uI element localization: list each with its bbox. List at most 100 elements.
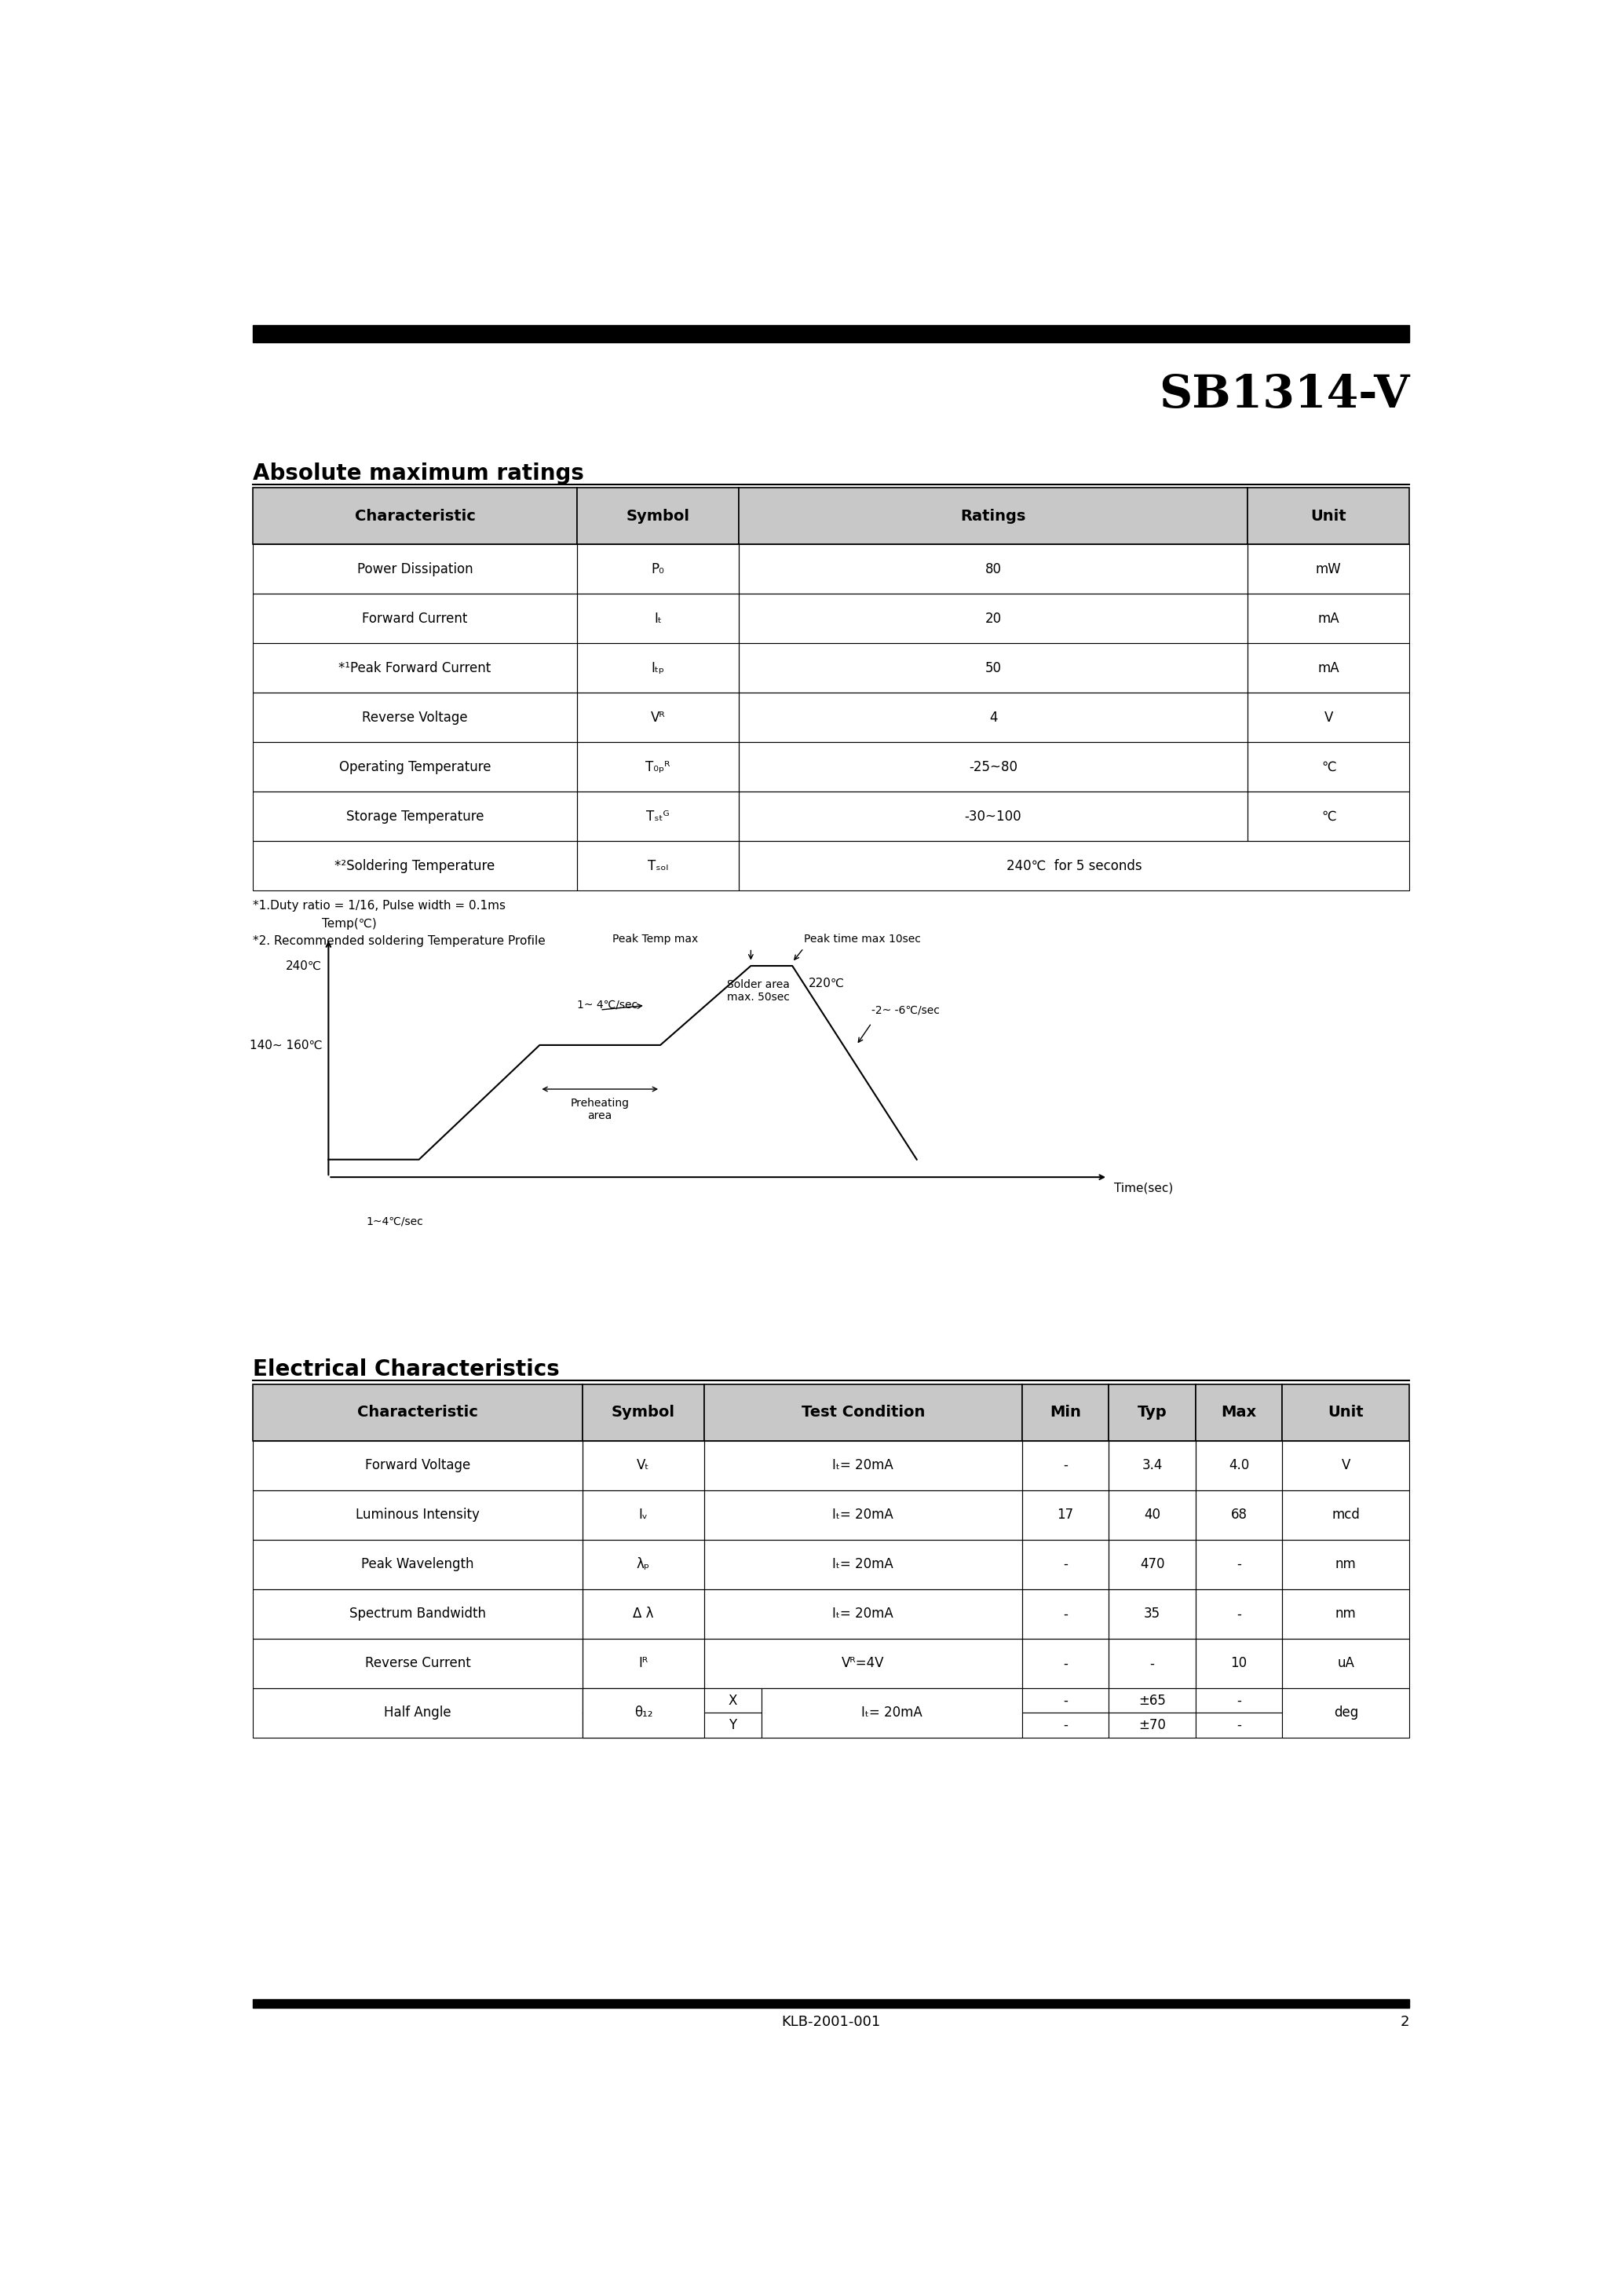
Bar bbox=[704, 1639, 1022, 1688]
Text: Iₜ= 20mA: Iₜ= 20mA bbox=[832, 1557, 894, 1570]
Text: 3.4: 3.4 bbox=[1142, 1458, 1163, 1472]
Text: 2: 2 bbox=[1400, 2016, 1410, 2030]
Text: Tₛₒₗ: Tₛₒₗ bbox=[647, 859, 668, 872]
Text: Unit: Unit bbox=[1311, 507, 1346, 523]
Bar bbox=[1109, 1589, 1195, 1639]
Text: -: - bbox=[1062, 1557, 1067, 1570]
Text: Symbol: Symbol bbox=[611, 1405, 675, 1419]
Bar bbox=[253, 595, 577, 643]
Bar bbox=[704, 1688, 761, 1713]
Bar bbox=[577, 595, 738, 643]
Bar bbox=[1283, 1440, 1410, 1490]
Text: X: X bbox=[858, 1694, 868, 1708]
Bar bbox=[577, 840, 738, 891]
Bar bbox=[1195, 1541, 1283, 1589]
Bar bbox=[577, 643, 738, 693]
Bar bbox=[1109, 1490, 1195, 1541]
Bar bbox=[1022, 1384, 1109, 1440]
Bar bbox=[1247, 487, 1410, 544]
Bar bbox=[1195, 1688, 1283, 1713]
Bar bbox=[577, 487, 738, 544]
Text: Typ: Typ bbox=[1137, 1405, 1166, 1419]
Text: *²Soldering Temperature: *²Soldering Temperature bbox=[334, 859, 495, 872]
Bar bbox=[1195, 1639, 1283, 1688]
Text: ℃: ℃ bbox=[1322, 810, 1337, 824]
Bar bbox=[1109, 1384, 1195, 1440]
Text: Symbol: Symbol bbox=[626, 507, 689, 523]
Bar bbox=[253, 1490, 582, 1541]
Text: Temp(℃): Temp(℃) bbox=[323, 918, 376, 930]
Text: nm: nm bbox=[1335, 1607, 1356, 1621]
Text: Electrical Characteristics: Electrical Characteristics bbox=[253, 1359, 560, 1380]
Bar bbox=[582, 1639, 704, 1688]
Bar bbox=[1247, 693, 1410, 742]
Text: Y: Y bbox=[639, 1717, 647, 1731]
Bar bbox=[582, 1688, 704, 1738]
Bar bbox=[577, 693, 738, 742]
Bar bbox=[1195, 1713, 1283, 1738]
Text: ±70: ±70 bbox=[1139, 1717, 1166, 1731]
Text: Iₜ= 20mA: Iₜ= 20mA bbox=[832, 1508, 894, 1522]
Text: Forward Current: Forward Current bbox=[362, 611, 467, 625]
Text: Test Condition: Test Condition bbox=[801, 1405, 925, 1419]
Text: Peak Wavelength: Peak Wavelength bbox=[362, 1557, 474, 1570]
Text: Δ λ: Δ λ bbox=[633, 1607, 654, 1621]
Bar bbox=[704, 1440, 1022, 1490]
Text: -: - bbox=[1236, 1694, 1241, 1708]
Bar bbox=[253, 1384, 582, 1440]
Text: uA: uA bbox=[1337, 1655, 1354, 1671]
Bar bbox=[1195, 1384, 1283, 1440]
Bar bbox=[582, 1440, 704, 1490]
Bar bbox=[738, 792, 1247, 840]
Bar bbox=[704, 1688, 1022, 1713]
Text: 4.0: 4.0 bbox=[1228, 1458, 1249, 1472]
Text: Power Dissipation: Power Dissipation bbox=[357, 563, 474, 576]
Text: mW: mW bbox=[1315, 563, 1341, 576]
Text: θ₁₂: θ₁₂ bbox=[634, 1706, 652, 1720]
Bar bbox=[1109, 1639, 1195, 1688]
Bar bbox=[1022, 1490, 1109, 1541]
Bar bbox=[761, 1688, 1022, 1738]
Text: ℃: ℃ bbox=[1322, 760, 1337, 774]
Text: 17: 17 bbox=[1058, 1508, 1074, 1522]
Bar bbox=[253, 544, 577, 595]
Text: V: V bbox=[1324, 709, 1333, 726]
Text: SB1314-V: SB1314-V bbox=[1158, 372, 1410, 418]
Text: Luminous Intensity: Luminous Intensity bbox=[355, 1508, 480, 1522]
Text: Iₜ= 20mA: Iₜ= 20mA bbox=[832, 1458, 894, 1472]
Bar bbox=[577, 742, 738, 792]
Bar bbox=[1109, 1541, 1195, 1589]
Bar bbox=[582, 1384, 704, 1440]
Bar bbox=[582, 1589, 704, 1639]
Bar bbox=[1109, 1688, 1195, 1713]
Text: X: X bbox=[639, 1694, 647, 1708]
Text: KLB-2001-001: KLB-2001-001 bbox=[782, 2016, 881, 2030]
Text: mcd: mcd bbox=[1332, 1508, 1359, 1522]
Text: -: - bbox=[1062, 1655, 1067, 1671]
Text: 20: 20 bbox=[985, 611, 1001, 625]
Bar bbox=[1022, 1639, 1109, 1688]
Text: Unit: Unit bbox=[1328, 1405, 1364, 1419]
Bar bbox=[738, 643, 1247, 693]
Bar bbox=[738, 742, 1247, 792]
Text: Peak time max 10sec: Peak time max 10sec bbox=[803, 934, 921, 944]
Bar bbox=[1283, 1541, 1410, 1589]
Bar bbox=[1247, 595, 1410, 643]
Text: 220℃: 220℃ bbox=[809, 978, 845, 990]
Text: Time(sec): Time(sec) bbox=[1114, 1182, 1173, 1194]
Bar bbox=[582, 1490, 704, 1541]
Bar bbox=[738, 544, 1247, 595]
Text: -: - bbox=[1062, 1717, 1067, 1731]
Bar bbox=[1022, 1541, 1109, 1589]
Text: Iₜ: Iₜ bbox=[654, 611, 662, 625]
Text: P₀: P₀ bbox=[650, 563, 665, 576]
Text: 1~4℃/sec: 1~4℃/sec bbox=[367, 1217, 423, 1226]
Text: Reverse Voltage: Reverse Voltage bbox=[362, 709, 467, 726]
Bar bbox=[704, 1384, 1022, 1440]
Bar bbox=[577, 792, 738, 840]
Text: -25~80: -25~80 bbox=[968, 760, 1017, 774]
Text: Vₜ: Vₜ bbox=[637, 1458, 650, 1472]
Bar bbox=[253, 1541, 582, 1589]
Bar bbox=[253, 1440, 582, 1490]
Text: 240℃: 240℃ bbox=[285, 960, 323, 971]
